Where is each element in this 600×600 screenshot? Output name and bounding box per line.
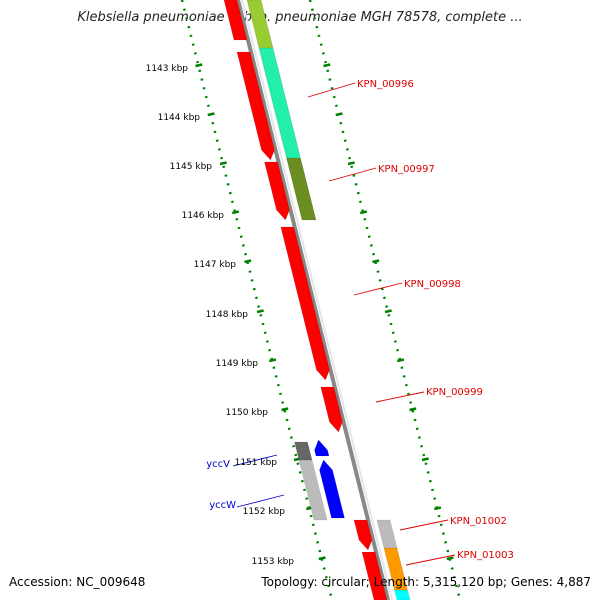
scale-tick-mark [231,210,240,215]
scale-tick-mark [372,259,380,264]
scale-tick-mark [434,506,442,511]
scale-tick-label: 1144 kbp [158,113,201,123]
label-leader-line [405,554,456,566]
genome-backbone [236,0,390,600]
gene-arrow [294,441,313,461]
label-leader-line [232,454,278,467]
scale-tick-mark [397,358,405,363]
label-leader-line [236,494,285,508]
label-leader-line [307,82,356,98]
gene-arrow [280,226,330,381]
label-leader-line [353,282,403,296]
genome-backbone-highlight [241,0,394,600]
scale-tick-label: 1151 kbp [235,458,278,468]
label-leader-line [328,167,377,182]
scale-tick-label: 1145 kbp [170,162,213,172]
genome-summary-label: Topology: circular; Length: 5,315,120 bp… [261,575,591,589]
gene-label[interactable]: KPN_00998 [404,279,461,290]
gene-label[interactable]: yccV [206,459,230,470]
gene-label[interactable]: KPN_00999 [426,387,483,398]
gene-arrow [264,161,290,221]
scale-tick-mark [409,407,417,412]
gene-arrow [376,519,398,549]
scale-tick-mark [244,259,252,264]
gene-arrow [319,459,345,519]
gene-arrow [394,589,411,600]
gene-arrow [320,386,343,433]
scale-tick-label: 1146 kbp [182,211,225,221]
scale-tick-label: 1150 kbp [226,408,269,418]
label-leader-line [399,519,449,531]
scale-tick-label: 1153 kbp [252,557,295,567]
scale-tick-mark [384,309,392,314]
gene-label[interactable]: KPN_00996 [357,79,414,90]
accession-label: Accession: NC_009648 [9,575,146,589]
scale-tick-mark [269,358,277,363]
label-leader-line [375,391,425,403]
gene-label[interactable]: KPN_01002 [450,516,507,527]
map-title: Klebsiella pneumoniae subsp. pneumoniae … [77,10,523,25]
scale-tick-mark [359,210,368,215]
scale-tick-mark [323,63,331,68]
scale-tick-label: 1143 kbp [146,64,189,74]
gene-arrow [361,551,388,600]
scale-tick-mark [421,457,429,462]
gene-label[interactable]: KPN_01003 [457,550,514,561]
gene-arrow [223,0,248,41]
scale-tick-mark [446,556,454,561]
gene-arrow [314,439,330,457]
scale-tick-mark [281,407,289,412]
scale-tick-mark [195,63,203,68]
gene-arrow [246,0,274,49]
scale-tick-mark [347,161,355,166]
gene-label[interactable]: KPN_00997 [378,164,435,175]
scale-tick-mark [318,556,326,561]
gene-arrow [236,51,275,161]
gene-label[interactable]: yccW [209,500,236,511]
scale-tick-label: 1149 kbp [216,359,259,369]
scale-tick-label: 1147 kbp [194,260,237,270]
gene-arrow [353,519,373,551]
scale-tick-mark [219,161,227,166]
scale-tick-label: 1152 kbp [243,507,286,517]
scale-tick-mark [256,309,264,314]
scale-tick-label: 1148 kbp [206,310,249,320]
